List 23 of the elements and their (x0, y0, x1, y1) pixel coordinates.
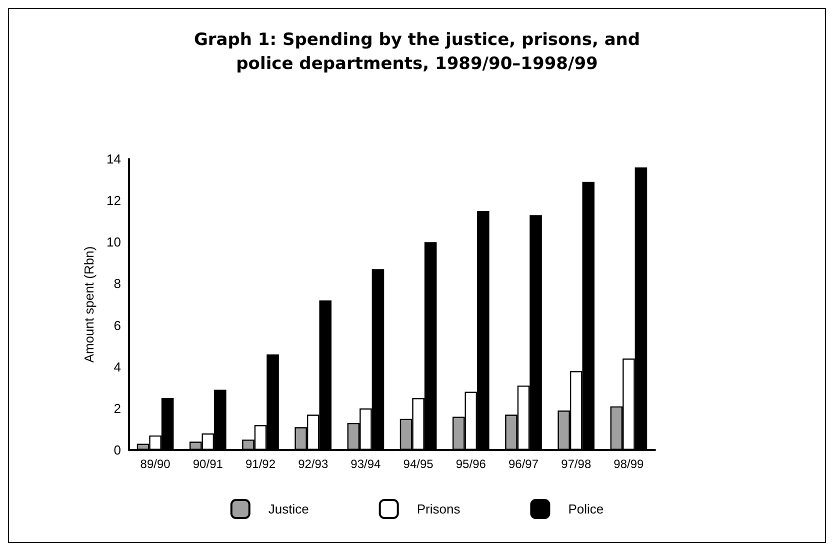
x-tick-label: 95/96 (456, 457, 486, 471)
x-tick-label: 98/99 (614, 457, 644, 471)
x-tick-label: 89/90 (140, 457, 171, 471)
x-tick-label: 91/92 (245, 457, 276, 471)
legend-label: Justice (268, 502, 309, 516)
y-tick-label: 12 (106, 193, 121, 208)
x-tick-label: 96/97 (508, 457, 539, 471)
y-tick-label: 10 (106, 234, 121, 250)
legend-label: Police (568, 502, 604, 516)
legend-label: Prisons (416, 502, 461, 516)
x-tick-label: 93/94 (350, 457, 382, 471)
y-tick-label: 6 (114, 318, 121, 333)
y-axis-title: Amount spent (Rbn) (82, 246, 97, 363)
y-tick-label: 0 (114, 442, 121, 458)
y-tick-label: 2 (114, 400, 121, 416)
x-tick-label: 97/98 (561, 457, 592, 471)
x-tick-label: 92/93 (298, 457, 328, 471)
x-tick-label: 90/91 (192, 457, 224, 471)
y-tick-label: 8 (114, 276, 121, 292)
chart-title: Graph 1: Spending by the justice, prisons, and police departments, 1989/90–1998/99 (194, 30, 640, 74)
y-tick-label: 4 (114, 359, 121, 374)
y-tick-label: 14 (106, 152, 121, 166)
x-tick-label: 94/95 (403, 457, 434, 471)
